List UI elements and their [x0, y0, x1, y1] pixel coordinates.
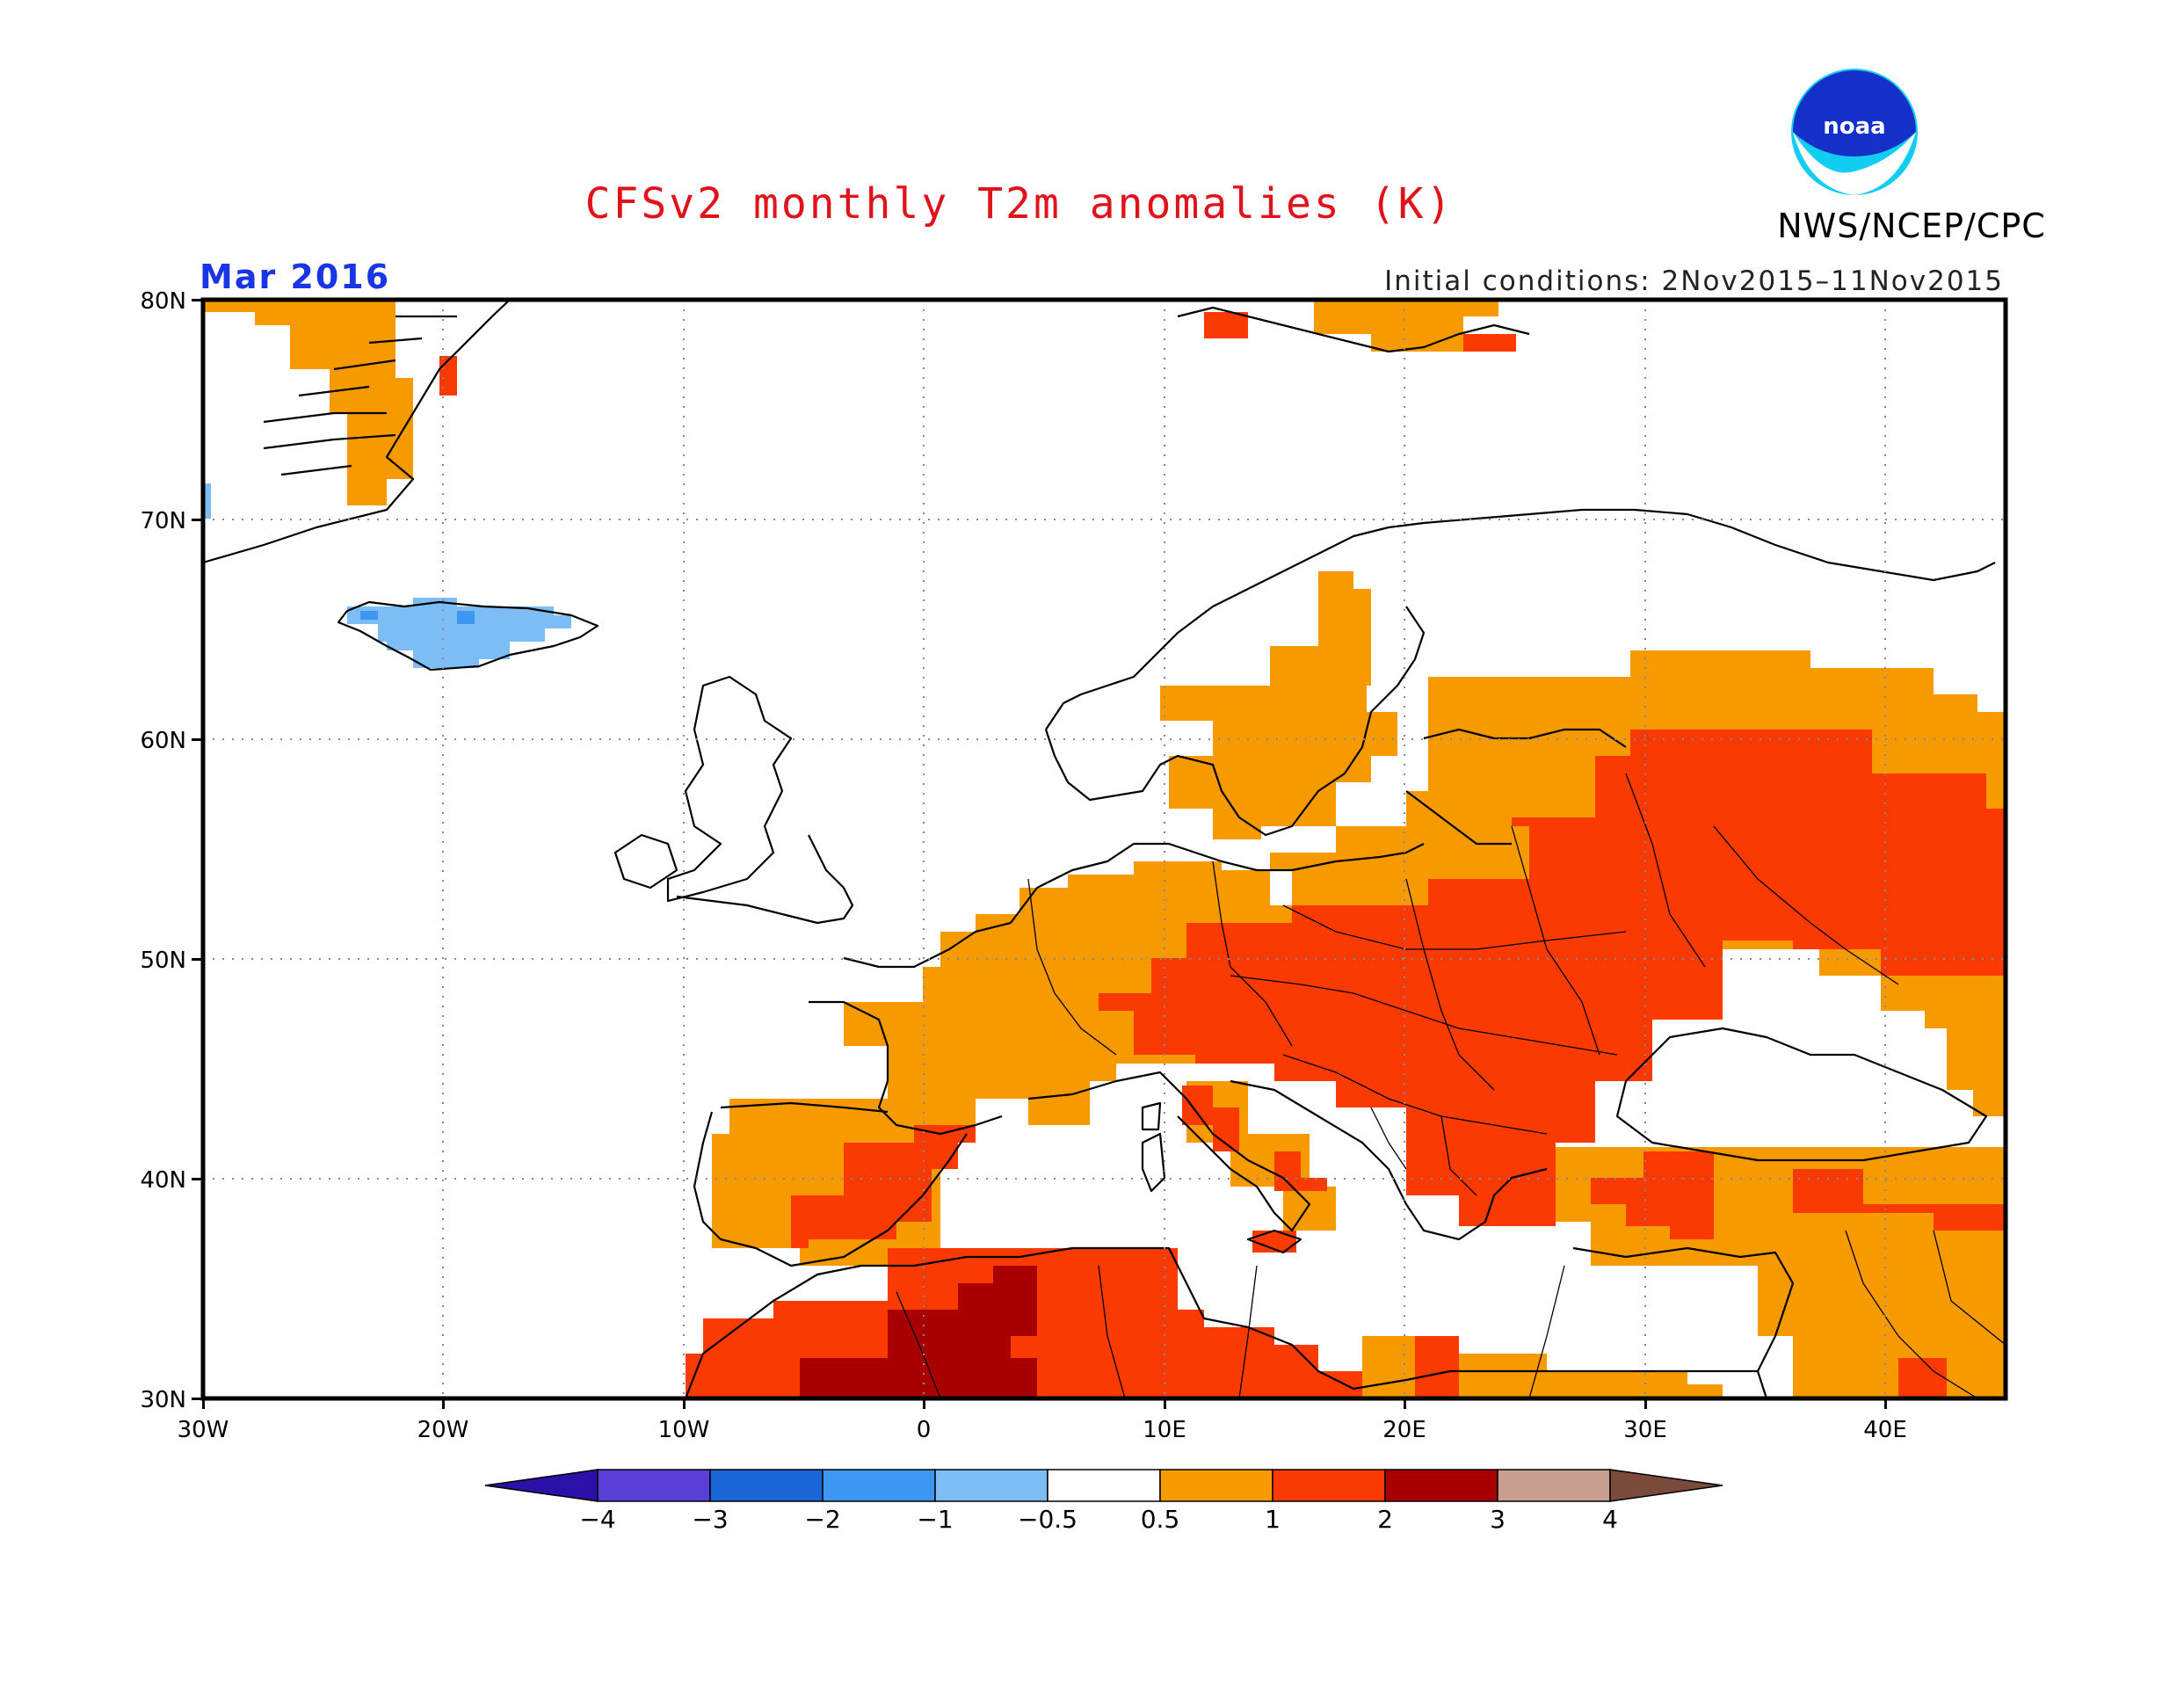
country-borders	[896, 773, 2006, 1398]
colorbar-tick-label: −1	[917, 1505, 953, 1534]
lat-label: 80N	[140, 288, 186, 315]
noaa-logo: noaa	[1791, 69, 1918, 195]
lon-label: 20W	[417, 1417, 469, 1443]
lat-label: 50N	[140, 948, 186, 974]
latitude-ticks	[192, 299, 203, 1400]
colorbar-bin	[822, 1469, 936, 1502]
lat-label: 60N	[140, 728, 186, 754]
colorbar: −4 −3 −2 −1 −0.5 0.5 1 2 3 4	[484, 1469, 1723, 1534]
initial-conditions: Initial conditions: 2Nov2015–11Nov2015	[1384, 265, 2004, 297]
colorbar-bin	[1272, 1469, 1386, 1502]
lat-label: 30N	[140, 1387, 186, 1413]
lon-label: 30W	[178, 1417, 229, 1443]
colorbar-tick-label: −4	[579, 1505, 615, 1534]
colorbar-tick-label: −0.5	[1018, 1505, 1077, 1534]
colorbar-tick-label: 2	[1377, 1505, 1393, 1534]
colorbar-bin	[1497, 1469, 1611, 1502]
colorbar-tick-label: −3	[692, 1505, 728, 1534]
colorbar-bin	[1047, 1469, 1161, 1502]
longitude-labels: 30W 20W 10W 0 10E 20E 30E 40E	[178, 1417, 1907, 1443]
lon-label: 10E	[1143, 1417, 1186, 1443]
latitude-labels: 80N 70N 60N 50N 40N 30N	[140, 288, 186, 1413]
colorbar-tick-label: 1	[1265, 1505, 1281, 1534]
lon-label: 40E	[1863, 1417, 1907, 1443]
lon-label: 10W	[658, 1417, 710, 1443]
noaa-logo-text: noaa	[1823, 113, 1885, 140]
longitude-ticks	[202, 1398, 1887, 1409]
colorbar-bin	[1384, 1469, 1498, 1502]
colorbar-bin	[934, 1469, 1048, 1502]
anomaly-2-to-3-region	[800, 1266, 1037, 1398]
colorbar-bin	[597, 1469, 711, 1502]
map-frame	[200, 297, 2008, 1401]
month-label: Mar 2016	[200, 258, 390, 296]
graticule	[203, 300, 2006, 1398]
colorbar-tick-label: −2	[804, 1505, 840, 1534]
colorbar-bin	[709, 1469, 824, 1502]
colorbar-bin	[1159, 1469, 1273, 1502]
colorbar-tick-label: 3	[1490, 1505, 1506, 1534]
colorbar-tick-label: 4	[1602, 1505, 1618, 1534]
colorbar-arrow-low	[484, 1469, 599, 1502]
lon-label: 20E	[1382, 1417, 1426, 1443]
lat-label: 70N	[140, 508, 186, 534]
lon-label: 0	[917, 1417, 932, 1443]
map-area	[203, 300, 2006, 1398]
coastlines	[203, 300, 1996, 1398]
colorbar-arrow-high	[1609, 1469, 1723, 1502]
agency-label: NWS/NCEP/CPC	[1777, 207, 2046, 245]
colorbar-tick-label: 0.5	[1141, 1505, 1180, 1534]
anomaly-neg2-to-neg1-region	[360, 611, 475, 624]
lat-label: 40N	[140, 1167, 186, 1194]
chart-title: CFSv2 monthly T2m anomalies (K)	[585, 179, 1455, 229]
lon-label: 30E	[1623, 1417, 1667, 1443]
